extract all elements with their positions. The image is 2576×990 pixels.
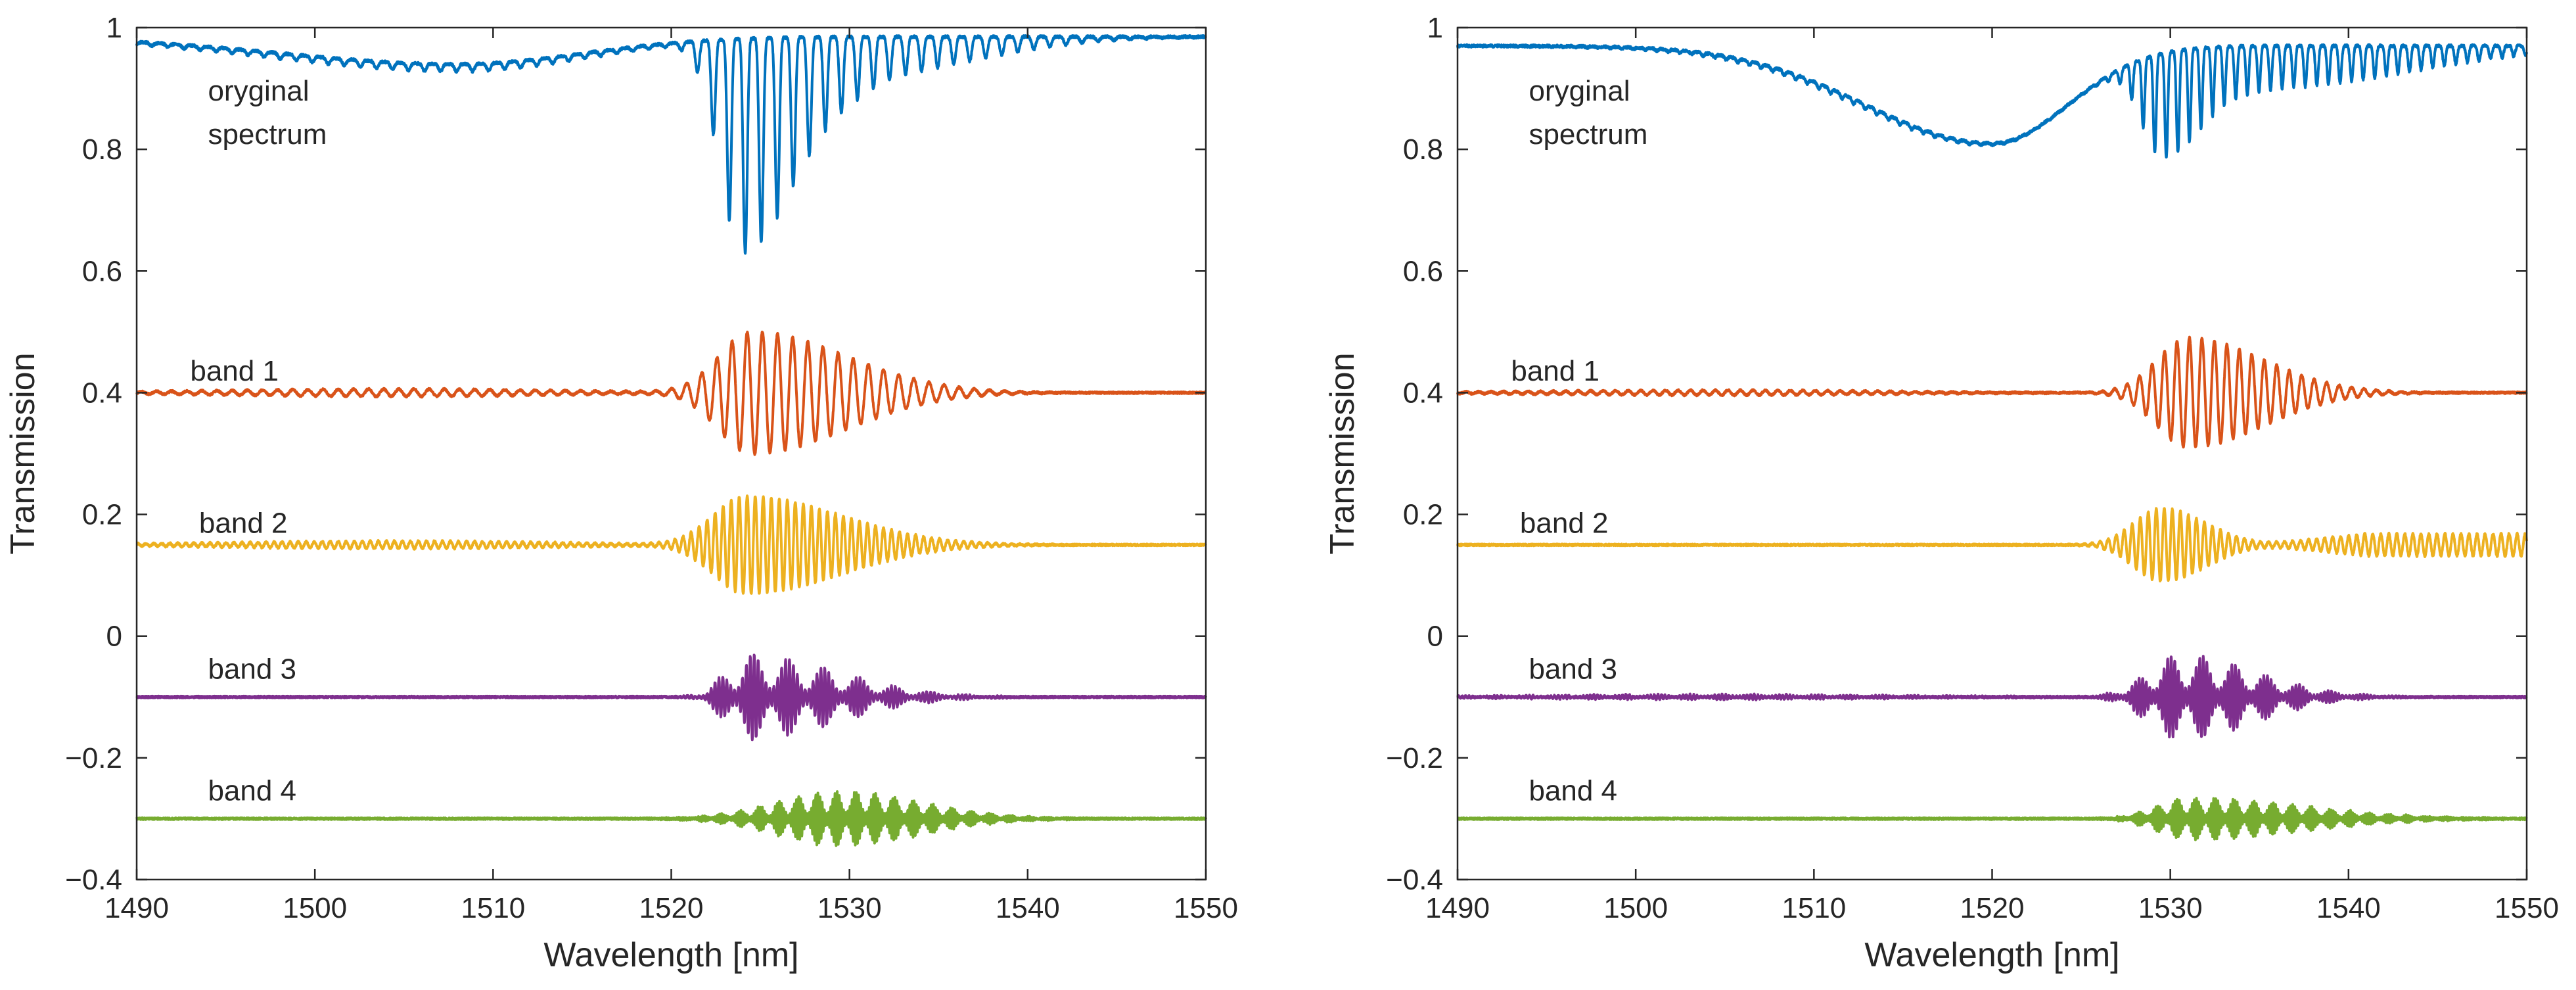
x-tick-label: 1530: [817, 892, 882, 924]
series-line-band-1: [135, 331, 1207, 456]
series-line-oryginal-spectrum: [1456, 43, 2528, 159]
series-line-band-3: [1456, 655, 2528, 739]
series-label-band-3: band 3: [1529, 653, 1617, 686]
x-axis-title: Wavelength [nm]: [543, 936, 798, 974]
series-line-band-2: [1456, 507, 2528, 582]
series-line-band-3: [135, 653, 1207, 742]
series-label-band-4: band 4: [1529, 775, 1617, 807]
series-label-band-3: band 3: [208, 653, 296, 686]
y-tick-label: −0.4: [1386, 864, 1443, 896]
y-tick-label: 0.6: [82, 255, 122, 287]
y-tick-label: 0.8: [1403, 133, 1443, 166]
series-label-band-4: band 4: [208, 775, 296, 807]
x-tick-label: 1550: [1174, 892, 1238, 924]
y-tick-label: −0.2: [65, 742, 122, 774]
y-tick-label: 0: [106, 621, 122, 653]
x-axis-title: Wavelength [nm]: [1864, 936, 2119, 974]
chart-panel-left: oryginal spectrum band 1 band 2 band 3 band 4…: [4, 12, 1238, 974]
y-tick-label: 0.2: [1403, 499, 1443, 531]
x-tick-label: 1520: [639, 892, 704, 924]
series-label-band-1: band 1: [190, 355, 279, 387]
x-tick-label: 1520: [1960, 892, 2025, 924]
y-axis-title: Transmission: [4, 352, 42, 554]
x-tick-label: 1530: [2138, 892, 2203, 924]
x-tick-label: 1500: [283, 892, 347, 924]
y-tick-label: 0: [1427, 621, 1443, 653]
y-tick-label: 0.4: [1403, 377, 1443, 409]
series-label-oryginal-spectrum: oryginal spectrum: [208, 75, 327, 151]
x-tick-label: 1540: [996, 892, 1060, 924]
x-tick-label: 1490: [1425, 892, 1490, 924]
series-line-band-4: [135, 790, 1207, 847]
x-tick-label: 1510: [1782, 892, 1846, 924]
y-tick-label: 0.8: [82, 133, 122, 166]
y-tick-label: 1: [1427, 12, 1443, 44]
series-label-oryginal-spectrum: oryginal spectrum: [1529, 75, 1647, 151]
series-line-band-1: [1456, 335, 2528, 449]
y-tick-label: −0.2: [1386, 742, 1443, 774]
series-line-band-2: [135, 494, 1207, 595]
x-tick-label: 1540: [2316, 892, 2381, 924]
y-tick-label: 0.6: [1403, 255, 1443, 287]
y-tick-label: 0.2: [82, 499, 122, 531]
series-label-band-2: band 2: [199, 507, 288, 539]
chart-panel-right: oryginal spectrum band 1 band 2 band 3 band 4…: [1323, 12, 2559, 974]
y-tick-label: 0.4: [82, 377, 122, 409]
series-line-band-4: [1456, 797, 2528, 841]
series-label-band-2: band 2: [1520, 507, 1609, 539]
x-tick-label: 1490: [104, 892, 169, 924]
series-label-band-1: band 1: [1511, 355, 1599, 387]
y-axis-title: Transmission: [1323, 352, 1362, 554]
y-tick-label: 1: [106, 12, 122, 44]
x-tick-label: 1510: [461, 892, 525, 924]
x-tick-label: 1550: [2495, 892, 2559, 924]
x-tick-label: 1500: [1603, 892, 1668, 924]
y-tick-label: −0.4: [65, 864, 122, 896]
